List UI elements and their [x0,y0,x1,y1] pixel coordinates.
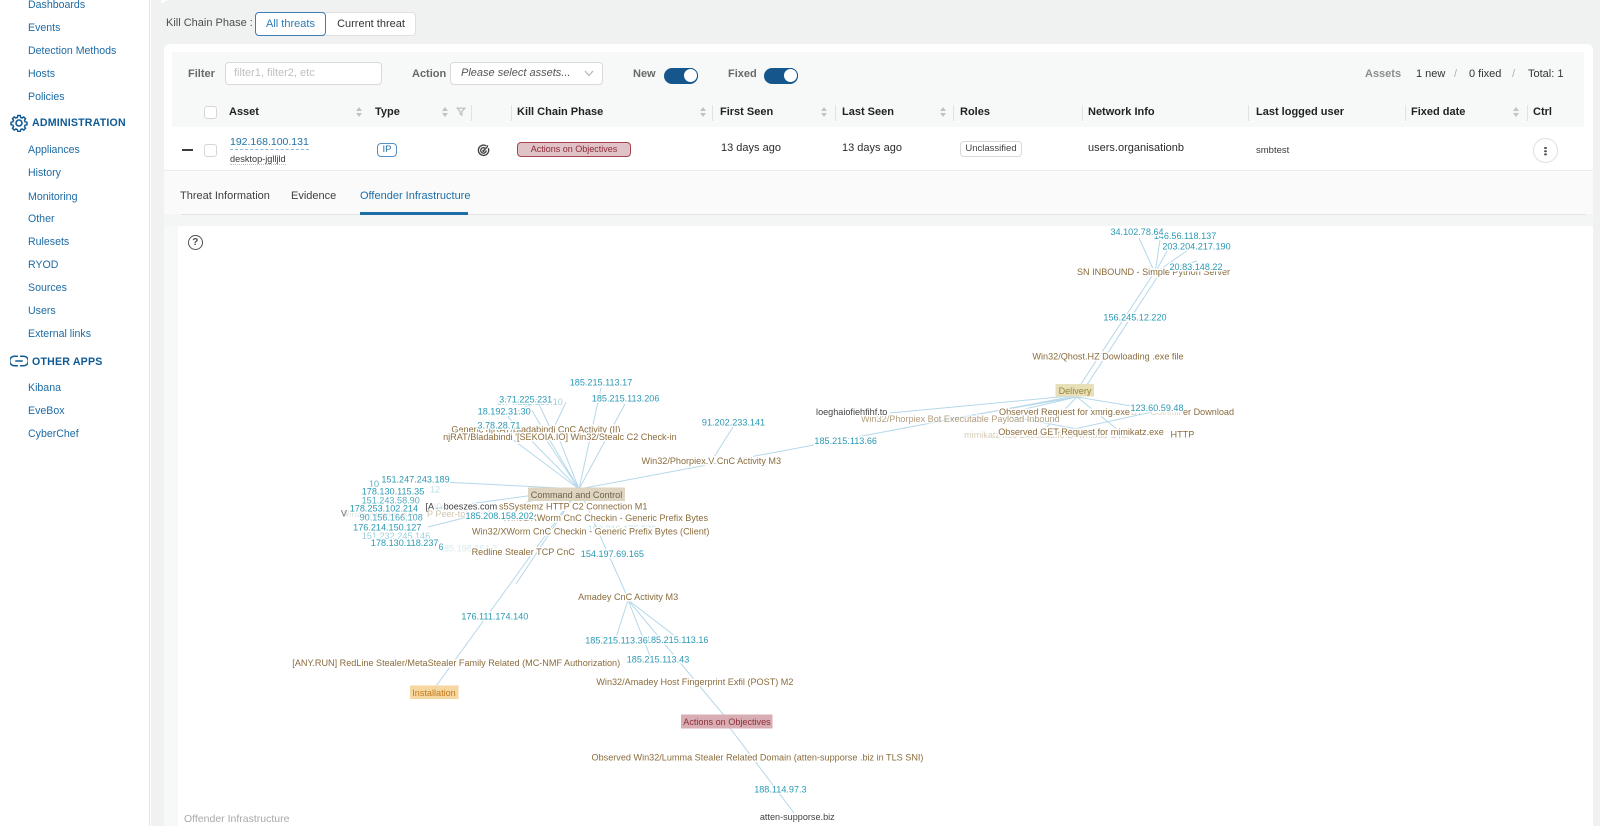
svg-text:185.215.113.16: 185.215.113.16 [646,635,709,645]
svg-text:203.204.217.190: 203.204.217.190 [1162,242,1230,252]
svg-text:178.253.102.214: 178.253.102.214 [350,504,418,514]
svg-text:Installation: Installation [412,688,455,698]
svg-text:mimikatz x86 Executable Downlo: mimikatz x86 Executable Download Over [964,430,1130,440]
svg-text:6: 6 [439,542,444,552]
svg-text:Observed Request for xmrig.exe: Observed Request for xmrig.exe [999,407,1130,417]
svg-text:S BT - Coinmin: S BT - Coinmin [1122,407,1184,417]
svg-text:atten-supporse.biz: atten-supporse.biz [760,812,835,822]
svg-text:18.192.31.30: 18.192.31.30 [478,407,531,417]
svg-text:Win32/XWorm CnC Checkin - Gene: Win32/XWorm CnC Checkin - Generic Prefix… [472,526,709,536]
svg-text:185.215.113.17: 185.215.113.17 [570,378,633,388]
svg-text:Delivery: Delivery [1059,386,1092,396]
svg-text:90.156.166.108: 90.156.166.108 [360,512,423,522]
svg-text:178.130.115.35: 178.130.115.35 [362,486,425,496]
svg-text:Command and Control: Command and Control [531,490,623,500]
svg-text:185.198.164.2: 185.198.164.2 [439,544,497,554]
svg-text:HTTP: HTTP [1171,430,1195,440]
svg-text:Win32/Phorpiex Bot Executable: Win32/Phorpiex Bot Executable Payload In… [861,414,1060,424]
svg-text:V: V [341,509,348,519]
svg-text:123.60.59.48: 123.60.59.48 [1130,403,1183,413]
svg-text:Amadey CnC Activity M3: Amadey CnC Activity M3 [578,592,678,602]
svg-text:12: 12 [430,485,440,495]
svg-text:3.74.125.230.10: 3.74.125.230.10 [497,397,563,407]
svg-text:178.130.118.237: 178.130.118.237 [371,538,439,548]
svg-text:176.111.174.140: 176.111.174.140 [461,612,528,622]
svg-text:146.56.118.137: 146.56.118.137 [1154,231,1217,241]
svg-text:151.232.245.146: 151.232.245.146 [362,531,430,541]
svg-text:s5Systemz HTTP C2 Connection M: s5Systemz HTTP C2 Connection M1 [499,502,647,512]
svg-text:Observed Win32/Lumma Stealer R: Observed Win32/Lumma Stealer Related Dom… [592,753,924,763]
svg-text:34.102.78.64: 34.102.78.64 [1110,227,1163,237]
svg-text:185.215.113.66: 185.215.113.66 [814,436,877,446]
svg-text:Generic njRAT/Bladabindi CnC A: Generic njRAT/Bladabindi CnC Activity (I… [451,425,620,435]
svg-text:91.202.233.141: 91.202.233.141 [702,418,765,428]
svg-text:Win32/Xtreme RAT: Win32/Xtreme RAT [341,509,419,519]
svg-text:Win32/Phorpiex.V CnC Activity: Win32/Phorpiex.V CnC Activity M3 [642,456,782,466]
svg-text:185.208.158.202: 185.208.158.202 [465,511,533,521]
svg-text:185.215.113.36: 185.215.113.36 [585,636,648,646]
svg-text:Win32/XWorm CnC Checkin - Gene: Win32/XWorm CnC Checkin - Generic Prefix… [503,513,709,523]
svg-text:P Peer-to: P Peer-to [427,509,465,519]
svg-text:192.210.175.202: 192.210.175.202 [588,524,656,534]
svg-text:185.215.113.206: 185.215.113.206 [592,394,660,404]
svg-text:10: 10 [369,479,379,489]
svg-text:njRAT/Bladabindi '[SEKOIA.IO]: njRAT/Bladabindi '[SEKOIA.IO] Win32/Stea… [443,432,677,442]
svg-text:er Download: er Download [1183,407,1234,417]
svg-text:3.78.28.71: 3.78.28.71 [477,420,520,430]
svg-text:Win32/Amadey Host Fingerprint: Win32/Amadey Host Fingerprint Exfil (POS… [596,677,793,687]
svg-text:Actions on Objectives: Actions on Objectives [683,717,771,727]
svg-text:SN INBOUND - Simple Python Ser: SN INBOUND - Simple Python Server [1077,267,1230,277]
svg-text:Win32/Qhost.HZ Dowloading .exe: Win32/Qhost.HZ Dowloading .exe file [1032,352,1183,362]
svg-text:151.247.243.189: 151.247.243.189 [381,475,449,485]
svg-text:154.197.69.165: 154.197.69.165 [581,549,644,559]
svg-text:[A: [A [426,502,436,512]
svg-text:176.214.150.127: 176.214.150.127 [353,523,421,533]
svg-text:151.243.58.90: 151.243.58.90 [362,496,420,506]
svg-text:NY.RUN]: NY.RUN] [432,502,468,512]
svg-text:Observed GET Request for mimik: Observed GET Request for mimikatz.exe [998,427,1164,437]
svg-text:loeghaiofiehfihf.to: loeghaiofiehfihf.to [816,407,887,417]
svg-text:185.215.113.43: 185.215.113.43 [627,655,690,665]
svg-text:156.245.12.220: 156.245.12.220 [1103,313,1166,323]
svg-text:Redline Stealer TCP CnC: Redline Stealer TCP CnC [472,547,576,557]
svg-text:boeszes.com: boeszes.com [444,502,498,512]
svg-text:188.114.97.3: 188.114.97.3 [754,784,806,794]
svg-text:[ANY.RUN] RedLine Stealer/Meta: [ANY.RUN] RedLine Stealer/MetaStealer Fa… [292,658,620,668]
svg-text:3.71.225.231: 3.71.225.231 [499,394,552,404]
svg-text:20.83.148.22: 20.83.148.22 [1169,262,1222,272]
